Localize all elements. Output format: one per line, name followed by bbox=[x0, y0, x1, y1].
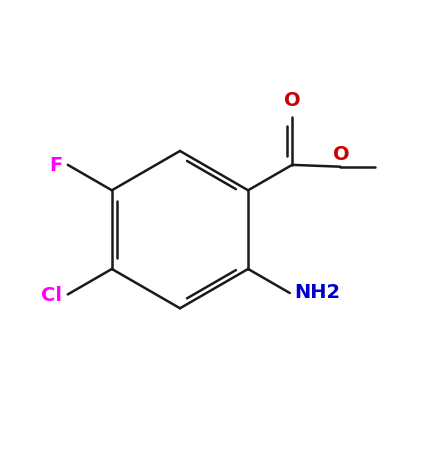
Text: NH2: NH2 bbox=[294, 282, 341, 301]
Text: O: O bbox=[333, 145, 349, 164]
Text: O: O bbox=[284, 91, 300, 110]
Text: Cl: Cl bbox=[41, 285, 62, 304]
Text: F: F bbox=[49, 156, 62, 175]
